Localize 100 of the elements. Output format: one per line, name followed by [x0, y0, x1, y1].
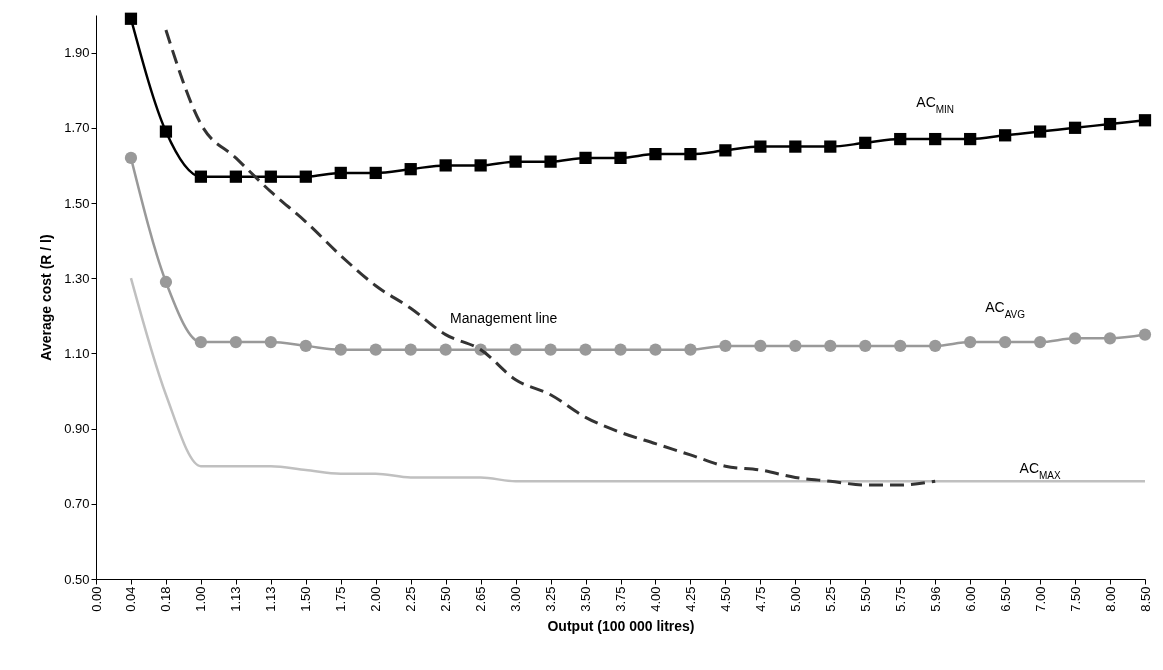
line-series — [164, 28, 937, 487]
point — [859, 136, 872, 149]
point — [194, 336, 208, 349]
point — [194, 170, 208, 183]
y-tick-label: 0.90 — [64, 421, 90, 437]
point — [719, 144, 732, 157]
point — [369, 343, 382, 356]
point — [754, 140, 767, 153]
point — [719, 339, 732, 352]
x-tick-label: 4.50 — [717, 586, 733, 612]
x-tick-label: 4.75 — [752, 586, 768, 612]
x-tick-label: 5.50 — [857, 586, 873, 612]
x-tick-label: 2.25 — [403, 586, 419, 612]
x-tick-label: 1.13 — [263, 586, 279, 612]
point — [159, 125, 173, 138]
point — [999, 336, 1012, 349]
point — [649, 343, 662, 356]
x-tick-label: 3.50 — [578, 586, 594, 612]
point — [684, 148, 697, 161]
point — [754, 339, 767, 352]
y-tick-label: 1.70 — [64, 120, 90, 136]
x-tick-label: 2.65 — [473, 586, 489, 612]
x-tick-label: 7.00 — [1032, 586, 1048, 612]
point — [789, 339, 802, 352]
point — [299, 339, 312, 352]
x-tick-label: 7.50 — [1067, 586, 1083, 612]
point — [229, 336, 242, 349]
point — [1033, 336, 1047, 349]
x-tick-label: 1.00 — [193, 586, 209, 612]
x-tick-label: 0.00 — [88, 586, 104, 612]
point — [159, 275, 173, 289]
point — [439, 343, 452, 356]
x-axis-title: Output (100 000 litres) — [547, 617, 695, 634]
x-tick-label: 2.50 — [438, 586, 454, 612]
series-label: AC$_{AVG}$ — [985, 299, 1026, 320]
point — [124, 12, 138, 25]
x-tick-label: 5.00 — [787, 586, 803, 612]
series-label: AC$_{MIN}$ — [916, 94, 955, 115]
x-tick-label: 1.13 — [228, 586, 244, 612]
point — [964, 336, 977, 349]
point — [439, 159, 452, 172]
point — [789, 140, 802, 153]
x-tick-label: 3.25 — [543, 586, 559, 612]
x-tick-label: 8.50 — [1137, 586, 1153, 612]
point — [1138, 328, 1152, 341]
point — [1103, 117, 1117, 131]
y-tick-label: 1.10 — [64, 345, 90, 361]
point — [124, 151, 138, 164]
x-tick-label: 4.00 — [647, 586, 663, 612]
point — [264, 336, 277, 349]
line-series — [129, 276, 1147, 483]
point — [544, 155, 557, 168]
y-tick-label: 1.90 — [64, 45, 90, 61]
x-tick-label: 0.18 — [158, 586, 174, 612]
series-label: AC$_{MAX}$ — [1019, 460, 1061, 481]
point — [404, 163, 417, 176]
x-tick-label: 5.96 — [927, 586, 943, 612]
point — [859, 339, 872, 352]
point — [509, 343, 522, 356]
point — [894, 132, 907, 146]
point — [614, 343, 627, 356]
x-tick-label: 5.75 — [892, 586, 908, 612]
point — [684, 343, 697, 356]
point — [474, 159, 487, 172]
x-tick-label: 5.25 — [822, 586, 838, 612]
x-tick-label: 1.75 — [333, 586, 349, 612]
x-tick-label: 6.00 — [962, 586, 978, 612]
y-tick-label: 0.70 — [64, 496, 90, 512]
point — [404, 343, 417, 356]
point — [1103, 332, 1117, 345]
point — [544, 343, 557, 356]
point — [964, 132, 977, 146]
point — [334, 166, 347, 180]
y-tick-label: 1.30 — [64, 270, 90, 286]
point — [614, 151, 627, 164]
point — [1068, 332, 1082, 345]
x-tick-label: 4.25 — [682, 586, 698, 612]
x-tick-label: 0.04 — [123, 586, 139, 612]
point — [229, 170, 242, 183]
x-tick-label: 3.75 — [613, 586, 628, 612]
point — [999, 129, 1012, 142]
point — [509, 155, 522, 168]
series-label: Management line — [449, 309, 558, 326]
x-tick-label: 1.50 — [298, 586, 314, 612]
point — [929, 132, 942, 146]
point — [579, 343, 592, 356]
point — [334, 343, 347, 356]
point — [1138, 114, 1152, 127]
point — [894, 339, 907, 352]
x-tick-label: 3.00 — [508, 586, 524, 612]
y-axis-title: Average cost (R / l) — [38, 234, 55, 361]
point — [1033, 125, 1047, 138]
point — [579, 151, 592, 164]
point — [299, 170, 312, 183]
x-tick-label: 8.00 — [1102, 586, 1118, 612]
point — [824, 140, 837, 153]
point — [824, 339, 837, 352]
point — [1068, 121, 1082, 134]
x-tick-label: 6.50 — [997, 586, 1013, 612]
y-tick-label: 0.50 — [64, 571, 90, 587]
